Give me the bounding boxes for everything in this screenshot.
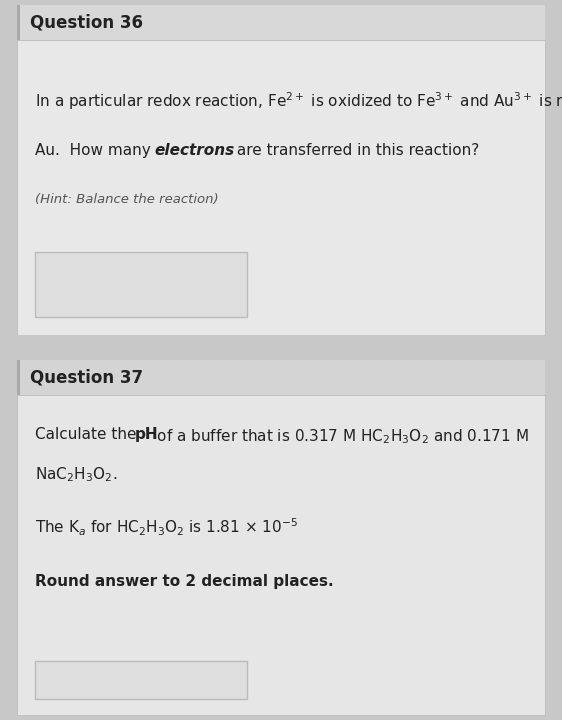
Text: (Hint: Balance the reaction): (Hint: Balance the reaction) [35,194,219,207]
Text: Round answer to 2 decimal places.: Round answer to 2 decimal places. [35,575,334,589]
Text: pH: pH [135,427,158,442]
FancyBboxPatch shape [35,252,247,317]
Text: Question 37: Question 37 [30,369,143,387]
Text: of a buffer that is 0.317 M HC$_2$H$_3$O$_2$ and 0.171 M: of a buffer that is 0.317 M HC$_2$H$_3$O… [152,427,529,446]
Text: are transferred in this reaction?: are transferred in this reaction? [233,143,479,158]
FancyBboxPatch shape [35,661,247,699]
Text: The K$_a$ for HC$_2$H$_3$O$_2$ is 1.81 $\times$ 10$^{-5}$: The K$_a$ for HC$_2$H$_3$O$_2$ is 1.81 $… [35,517,298,538]
Text: Question 36: Question 36 [30,14,143,32]
Text: Au.  How many: Au. How many [35,143,156,158]
Text: Calculate the: Calculate the [35,427,142,442]
Text: NaC$_2$H$_3$O$_2$.: NaC$_2$H$_3$O$_2$. [35,466,117,485]
Text: electrons: electrons [154,143,234,158]
Text: In a particular redox reaction, Fe$^{2+}$ is oxidized to Fe$^{3+}$ and Au$^{3+}$: In a particular redox reaction, Fe$^{2+}… [35,91,562,112]
